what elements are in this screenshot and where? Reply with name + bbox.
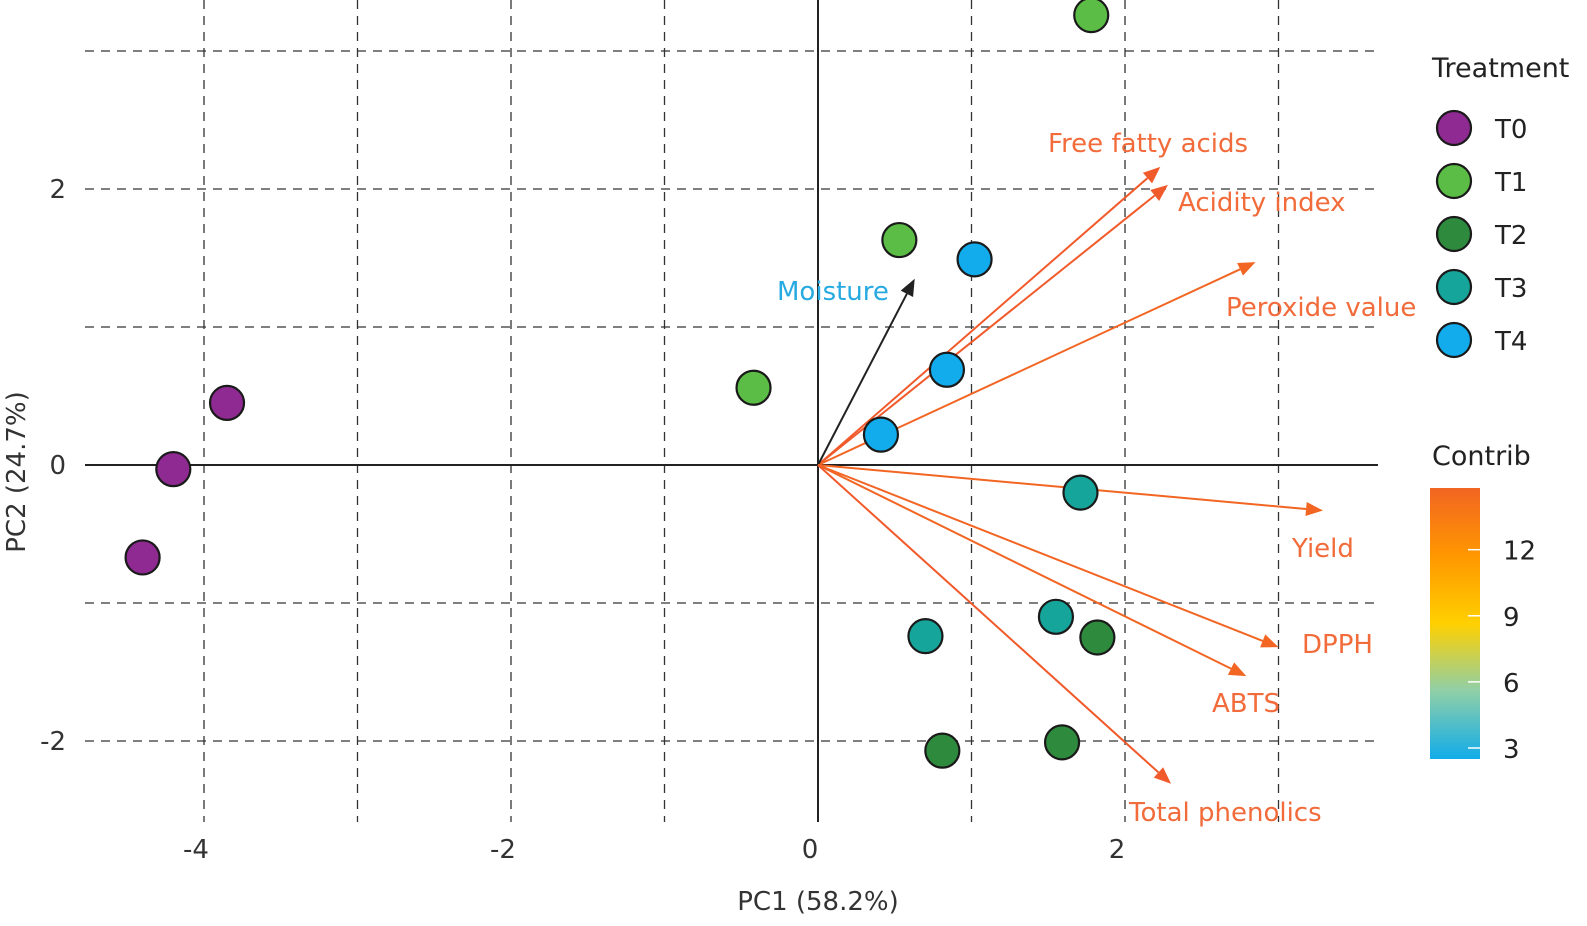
colorbar-title: Contrib [1432, 441, 1531, 472]
data-point [124, 539, 161, 576]
colorbar-gradient [1430, 488, 1480, 759]
variable-label: ABTS [1212, 689, 1280, 719]
variable-arrow [817, 464, 1160, 774]
variable-arrow [817, 293, 908, 466]
data-point [155, 451, 192, 488]
data-point [907, 618, 944, 655]
data-point [1079, 619, 1116, 656]
variable-arrowhead [900, 278, 915, 298]
data-point [1062, 474, 1099, 511]
variable-labels: Free fatty acids Acidity index Peroxide va… [777, 129, 1416, 828]
x-tick-label: 2 [1109, 835, 1126, 865]
data-points [124, 0, 1116, 769]
x-tick-label: -4 [183, 835, 209, 865]
legend-label: T4 [1494, 327, 1527, 357]
data-point [924, 732, 961, 769]
treatment-legend: Treatment T0 T1 T2 T3 T4 [1431, 53, 1569, 359]
x-tick-label: -2 [490, 835, 516, 865]
legend-swatch [1435, 215, 1473, 253]
variable-arrowhead [1305, 502, 1324, 516]
data-point [1043, 724, 1081, 761]
variable-label: Peroxide value [1226, 293, 1416, 323]
variable-arrow [817, 464, 1232, 670]
legend-label: T3 [1494, 274, 1527, 304]
contrib-colorbar: Contrib 3 6 9 12 [1430, 441, 1536, 765]
variable-label: Total phenolics [1128, 798, 1322, 828]
y-tick-label: 0 [49, 451, 66, 481]
y-tick-label: 2 [49, 175, 66, 205]
legend-swatch [1435, 268, 1473, 306]
colorbar-tick-label: 12 [1503, 537, 1536, 567]
variable-arrowhead [1153, 767, 1172, 784]
variable-arrowhead [1150, 184, 1168, 201]
variable-arrow [817, 464, 1264, 642]
x-axis-title: PC1 (58.2%) [737, 887, 899, 917]
variable-arrowhead [1237, 262, 1256, 276]
legend-label: T1 [1494, 168, 1527, 198]
data-point [208, 384, 246, 421]
variable-arrowhead [1227, 662, 1247, 677]
tick-labels: -4 -2 0 2 -2 0 2 [40, 175, 1125, 865]
colorbar-tick-label: 6 [1503, 669, 1520, 699]
y-axis-title: PC2 (24.7%) [2, 391, 32, 553]
data-point [881, 221, 918, 259]
colorbar-tick-label: 9 [1503, 603, 1520, 633]
data-point [928, 351, 966, 388]
legend-label: T0 [1494, 115, 1527, 145]
variable-label: Free fatty acids [1048, 129, 1248, 159]
legend-title: Treatment [1431, 53, 1569, 84]
data-point [862, 416, 900, 453]
variable-label: DPPH [1302, 630, 1373, 660]
variable-arrowhead [1142, 166, 1161, 184]
variable-label: Yield [1291, 534, 1354, 564]
grid-lines [85, 0, 1378, 822]
data-point [735, 369, 772, 406]
legend-swatch [1435, 109, 1473, 147]
variable-label: Moisture [777, 277, 889, 307]
colorbar-tick-label: 3 [1503, 735, 1520, 765]
variable-arrow [817, 464, 1307, 511]
legend-swatch [1435, 162, 1473, 200]
variable-label: Acidity index [1178, 188, 1346, 218]
zero-axes [85, 0, 1378, 822]
data-point [1037, 598, 1075, 635]
variable-arrow [817, 177, 1149, 466]
data-point [956, 241, 993, 278]
legend-label: T2 [1494, 221, 1527, 251]
data-point [1073, 0, 1110, 34]
variable-arrowhead [1260, 634, 1279, 648]
y-tick-label: -2 [40, 727, 66, 757]
legend-swatch [1435, 321, 1473, 359]
x-tick-label: 0 [802, 835, 819, 865]
